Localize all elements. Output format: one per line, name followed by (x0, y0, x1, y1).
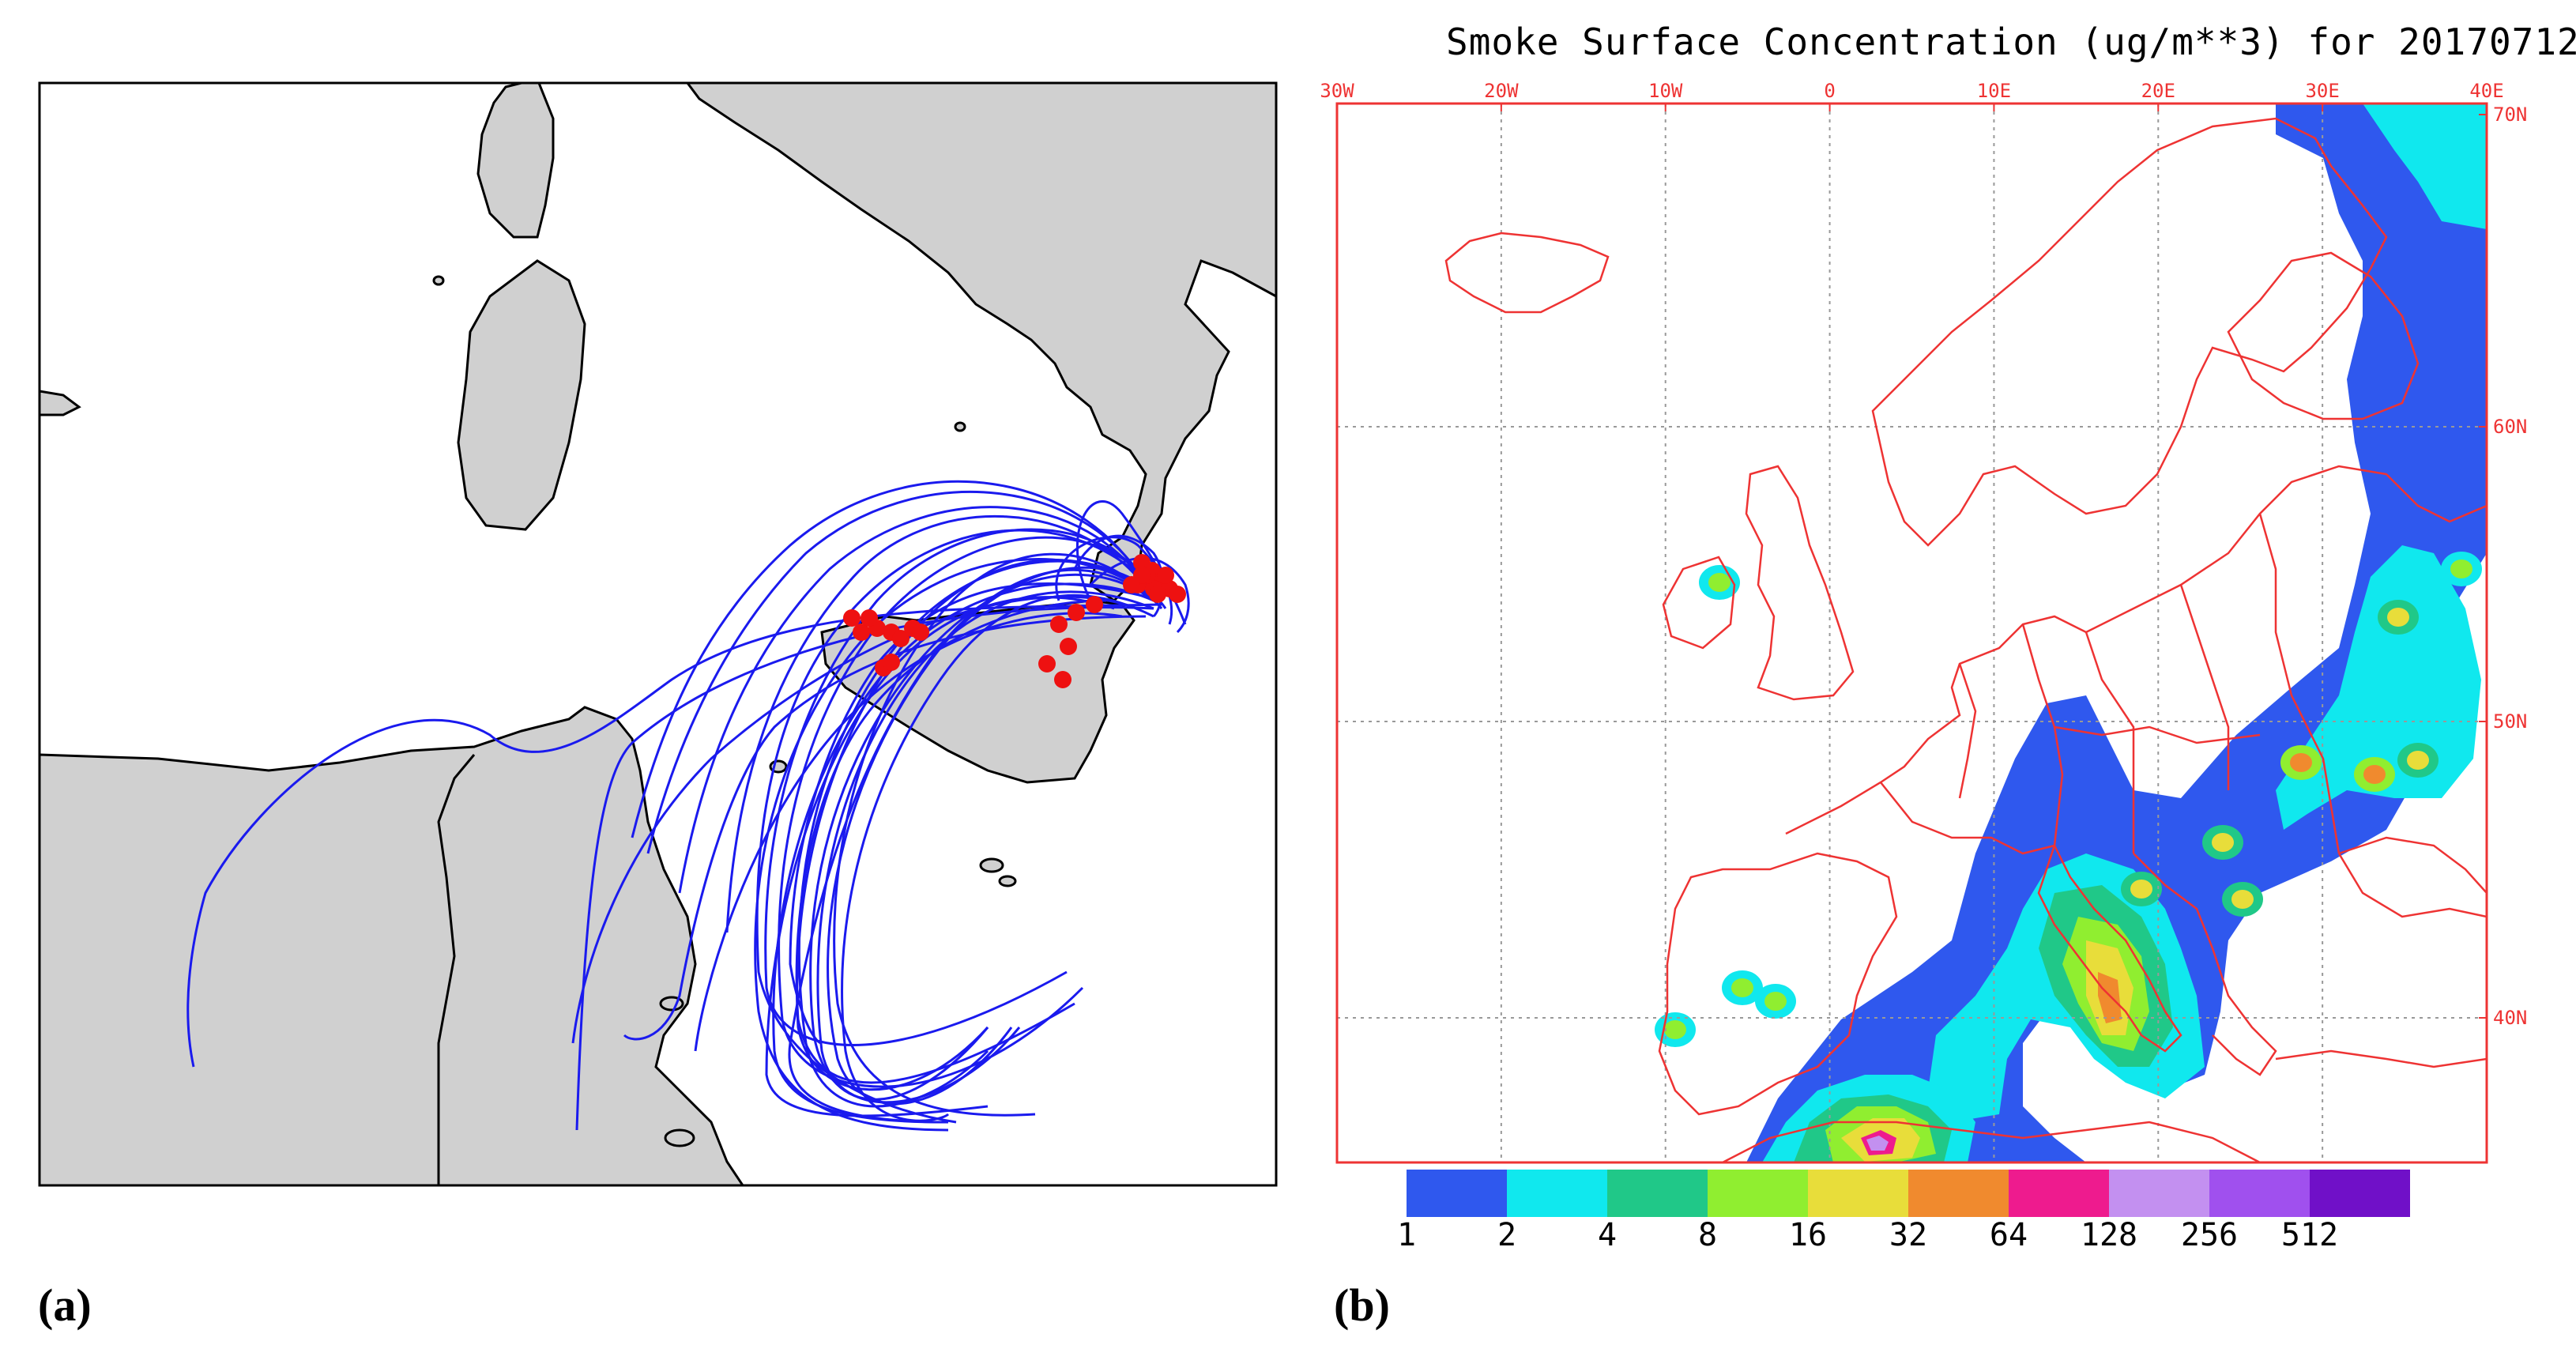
trajectory-line (571, 595, 1139, 1044)
map-b-title: Smoke Surface Concentration (ug/m**3) fo… (1446, 21, 2576, 63)
colorbar-swatch (2109, 1170, 2209, 1217)
colorbar-label: 1 (1396, 1217, 1417, 1253)
lon-tick-label: 0 (1824, 80, 1835, 102)
concentration-spot-core (2407, 751, 2429, 770)
source-marker (883, 654, 900, 671)
sardinia-land (457, 259, 586, 531)
trajectory-map (38, 81, 1278, 1187)
trajectory-line (797, 559, 1163, 1108)
trajectory-line (646, 490, 1155, 854)
italy-land (686, 83, 1276, 602)
trajectory-line (725, 514, 1151, 933)
lat-tick-label: 60N (2493, 416, 2527, 438)
source-marker (1068, 604, 1085, 621)
colorbar-swatch (1607, 1170, 1708, 1217)
lat-tick-label: 50N (2493, 710, 2527, 733)
lon-tick-label: 20E (2141, 80, 2175, 102)
trajectory-line (796, 559, 1151, 1091)
concentration-contour (2363, 104, 2487, 229)
concentration-field (1655, 104, 2487, 1162)
concentration-spot-core (2212, 833, 2234, 852)
map-b-frame (1335, 102, 2488, 1164)
concentration-spot-core (1664, 1020, 1686, 1039)
colorbar-swatch (1507, 1170, 1607, 1217)
source-marker (1149, 586, 1166, 603)
colorbar-swatch (1808, 1170, 1908, 1217)
source-marker (1054, 671, 1071, 688)
graticule (1337, 104, 2487, 1162)
concentration-spot-core (2363, 765, 2386, 784)
colorbar-swatch (1708, 1170, 1808, 1217)
trajectory-line (694, 612, 1123, 1052)
colorbar-swatch (2009, 1170, 2109, 1217)
colorbar-label: 8 (1697, 1217, 1718, 1253)
lon-tick-label: 30W (1320, 80, 1354, 102)
trajectory-line (754, 558, 1158, 1132)
source-marker (1086, 596, 1103, 613)
colorbar-label: 64 (1989, 1217, 2028, 1253)
colorbar-swatch (2209, 1170, 2310, 1217)
panel-b-label: (b) (1334, 1279, 1390, 1331)
concentration-spot-core (2290, 753, 2312, 772)
lat-tick-label: 40N (2493, 1007, 2527, 1029)
concentration-spot-core (2450, 559, 2472, 578)
colorbar-label: 16 (1788, 1217, 1828, 1253)
land-areas (40, 83, 1276, 1185)
colorbar-label: 512 (2280, 1217, 2339, 1253)
concentration-spot-core (2231, 890, 2254, 909)
lon-tick-label: 10W (1648, 80, 1683, 102)
source-marker (1060, 638, 1077, 655)
source-marker (912, 624, 929, 641)
trajectory-line (795, 599, 1107, 1084)
map-a-frame (38, 81, 1278, 1187)
north-africa-land (40, 706, 744, 1185)
concentration-spot-core (1764, 992, 1787, 1011)
colorbar-swatch (2310, 1170, 2410, 1217)
concentration-contour (1866, 1136, 1889, 1151)
lon-tick-label: 10E (1977, 80, 2011, 102)
concentration-spot-core (1708, 573, 1731, 592)
trajectory-line (631, 480, 1155, 838)
trajectory-line (772, 582, 1154, 1124)
source-marker (861, 609, 878, 627)
source-marker (1157, 567, 1174, 584)
coastlines-borders (1444, 117, 2487, 1162)
source-marker (853, 624, 870, 641)
source-marker (1038, 655, 1056, 672)
concentration-contour (2098, 972, 2122, 1023)
trajectory-line (1089, 556, 1190, 634)
colorbar-label: 128 (2080, 1217, 2138, 1253)
trajectory-line (623, 615, 1147, 1041)
colorbar-label: 2 (1497, 1217, 1517, 1253)
colorbar-label: 32 (1889, 1217, 1928, 1253)
source-marker (1169, 586, 1186, 603)
source-marker (1123, 576, 1140, 593)
trajectory-line (833, 552, 1163, 1117)
lon-tick-label: 30E (2305, 80, 2339, 102)
source-marker (1050, 616, 1068, 633)
colorbar-label: 256 (2180, 1217, 2239, 1253)
colorbar-swatch (1908, 1170, 2009, 1217)
colorbar-label: 4 (1597, 1217, 1618, 1253)
colorbar-swatch (1407, 1170, 1507, 1217)
corsica-land (476, 83, 555, 239)
trajectory-line (575, 606, 1154, 1131)
lat-tick-label: 70N (2493, 104, 2527, 126)
colorbar (1407, 1170, 2410, 1217)
lon-tick-label: 20W (1484, 80, 1519, 102)
concentration-spot-core (1731, 978, 1753, 997)
source-markers (843, 554, 1186, 688)
concentration-spot-core (2387, 608, 2409, 627)
panel-a-label: (a) (38, 1279, 92, 1331)
concentration-spot-core (2130, 880, 2152, 899)
source-marker (843, 609, 861, 627)
balearic-land (40, 390, 81, 416)
country-borders (437, 754, 476, 1185)
source-marker (892, 630, 910, 647)
lon-tick-label: 40E (2469, 80, 2503, 102)
